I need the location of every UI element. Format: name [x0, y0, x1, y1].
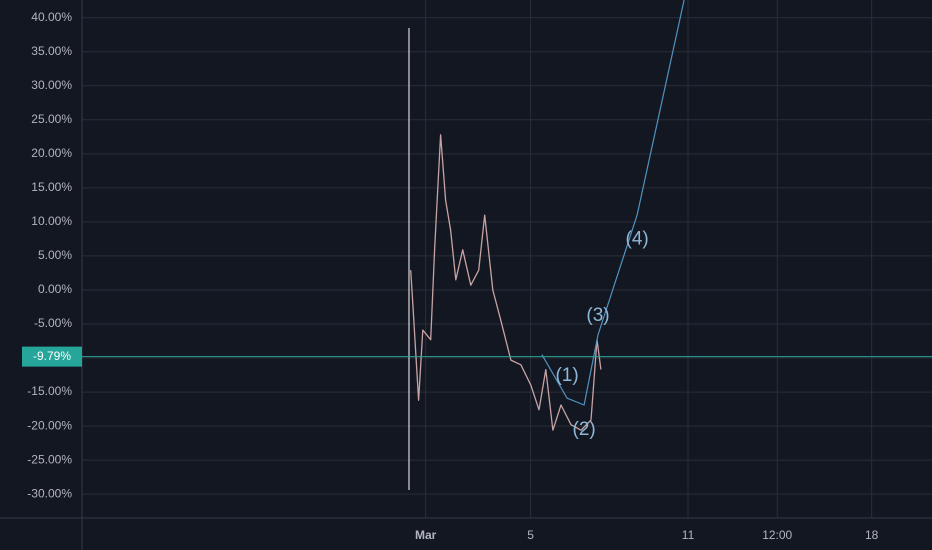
y-tick-label: 15.00%	[31, 180, 72, 194]
x-tick-label: 12:00	[762, 528, 792, 542]
x-tick-label: Mar	[415, 528, 437, 542]
annotation: (4)	[626, 229, 649, 250]
y-tick-label: -5.00%	[34, 316, 72, 330]
y-tick-label: -25.00%	[27, 452, 72, 466]
y-tick-label: 0.00%	[38, 282, 72, 296]
grid	[82, 0, 932, 518]
current-price-box	[22, 346, 82, 367]
projection-line	[541, 0, 685, 406]
y-tick-label: -30.00%	[27, 486, 72, 500]
y-tick-label: 20.00%	[31, 146, 72, 160]
y-tick-label: 5.00%	[38, 248, 72, 262]
y-tick-label: 35.00%	[31, 44, 72, 58]
x-tick-label: 18	[865, 528, 879, 542]
annotation: (1)	[555, 365, 578, 386]
annotation: (2)	[573, 419, 596, 440]
y-tick-label: 30.00%	[31, 78, 72, 92]
marks	[82, 0, 932, 431]
y-tick-label: -20.00%	[27, 418, 72, 432]
line	[410, 134, 602, 431]
labels: 40.00% 35.00% 30.00% 25.00% 20.00% 15.00% 10.0…	[22, 10, 879, 542]
x-tick-label: 5	[527, 528, 534, 542]
y-tick-label: 40.00%	[31, 10, 72, 24]
x-tick-label: 11	[682, 528, 695, 542]
y-tick-label: 10.00%	[31, 214, 72, 228]
annotation: (3)	[586, 305, 609, 326]
y-tick-label: 25.00%	[31, 112, 72, 126]
y-tick-label: -15.00%	[27, 384, 72, 398]
current-price-label: -9.79%	[33, 349, 71, 363]
